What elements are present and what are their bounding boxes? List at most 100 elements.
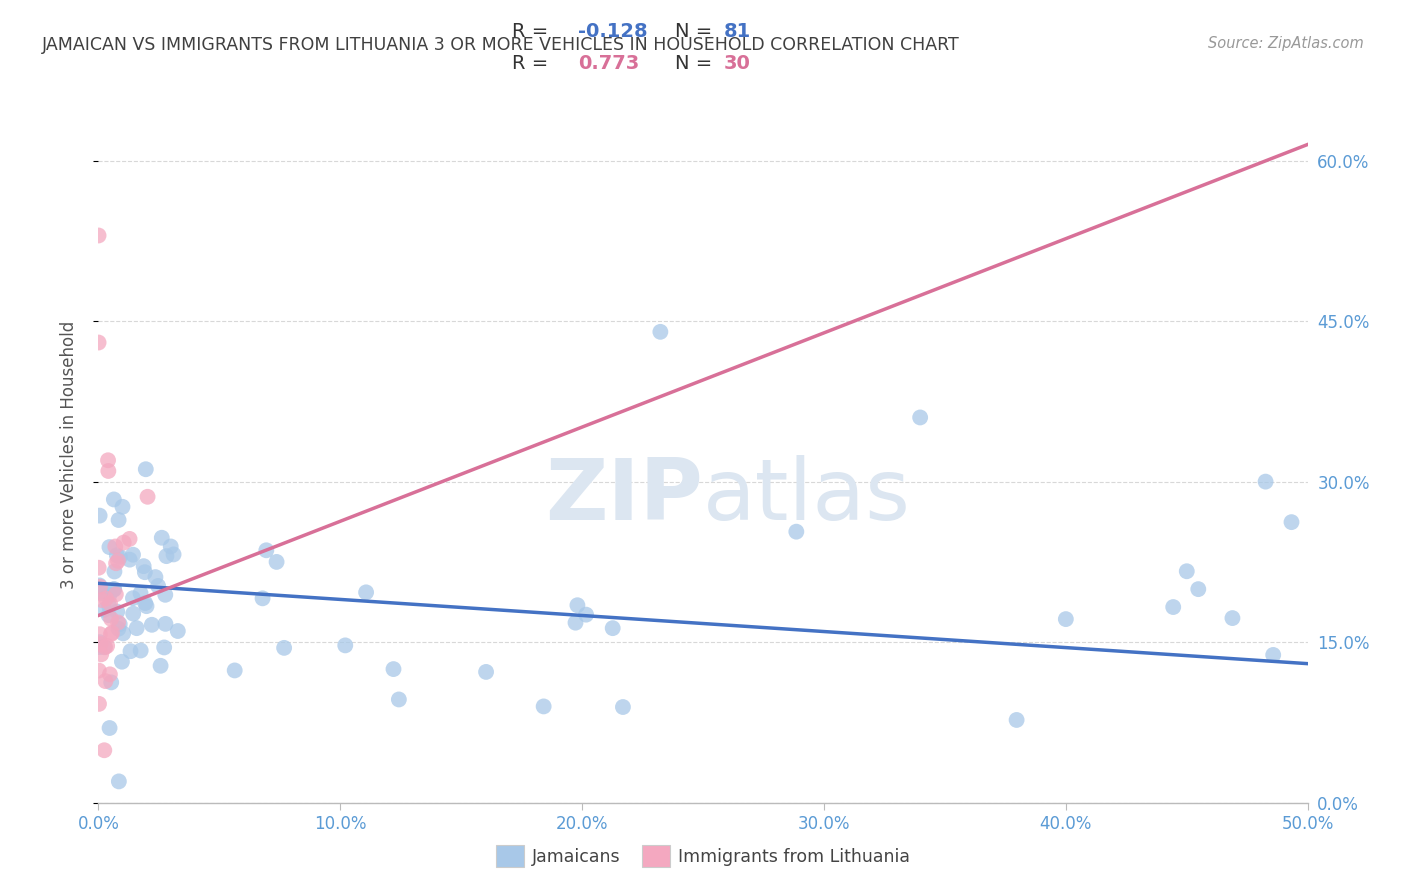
- Text: 0.773: 0.773: [578, 54, 640, 73]
- Point: [908, 410, 931, 425]
- Point: [136, 490, 159, 504]
- Point: [533, 699, 555, 714]
- Point: [107, 513, 129, 527]
- Point: [1254, 475, 1277, 489]
- Point: [145, 570, 167, 584]
- Text: -0.128: -0.128: [578, 22, 648, 41]
- Point: [135, 462, 157, 476]
- Point: [98, 721, 121, 735]
- Point: [90, 586, 112, 600]
- Point: [612, 700, 634, 714]
- Point: [122, 607, 145, 621]
- Point: [141, 617, 163, 632]
- Text: Source: ZipAtlas.com: Source: ZipAtlas.com: [1208, 36, 1364, 51]
- Point: [1175, 564, 1198, 578]
- Point: [93, 640, 115, 654]
- Point: [155, 588, 177, 602]
- Point: [254, 543, 277, 558]
- Text: 30: 30: [724, 54, 751, 73]
- Point: [96, 639, 118, 653]
- Point: [89, 578, 111, 592]
- Text: atlas: atlas: [703, 455, 911, 538]
- Point: [103, 492, 125, 507]
- Point: [122, 548, 145, 562]
- Point: [103, 582, 125, 597]
- Point: [135, 599, 157, 614]
- Text: R =: R =: [512, 54, 554, 73]
- Point: [98, 588, 121, 602]
- Point: [125, 621, 148, 635]
- Point: [567, 599, 589, 613]
- Point: [146, 579, 169, 593]
- Point: [89, 627, 111, 641]
- Point: [100, 612, 122, 626]
- Point: [266, 555, 288, 569]
- Point: [252, 591, 274, 606]
- Point: [155, 616, 177, 631]
- Point: [107, 622, 129, 636]
- Point: [98, 667, 121, 681]
- Point: [153, 640, 176, 655]
- Point: [89, 635, 111, 649]
- Y-axis label: 3 or more Vehicles in Household: 3 or more Vehicles in Household: [59, 321, 77, 589]
- Point: [98, 597, 121, 611]
- Text: R =: R =: [512, 22, 554, 41]
- Point: [134, 565, 156, 579]
- Point: [89, 640, 111, 654]
- Point: [103, 565, 125, 579]
- Point: [159, 540, 181, 554]
- Point: [105, 605, 128, 619]
- Point: [105, 549, 128, 563]
- Text: ZIP: ZIP: [546, 455, 703, 538]
- Point: [382, 662, 405, 676]
- Point: [93, 603, 115, 617]
- Point: [122, 591, 145, 606]
- Point: [87, 228, 110, 243]
- Point: [111, 500, 134, 514]
- Point: [1054, 612, 1077, 626]
- Point: [107, 554, 129, 568]
- Point: [111, 655, 134, 669]
- Point: [602, 621, 624, 635]
- Point: [108, 774, 131, 789]
- Point: [1005, 713, 1028, 727]
- Point: [388, 692, 411, 706]
- Point: [129, 586, 152, 600]
- Point: [134, 596, 156, 610]
- Point: [149, 658, 172, 673]
- Point: [162, 548, 184, 562]
- Point: [98, 599, 121, 613]
- Point: [94, 591, 117, 606]
- Text: N =: N =: [675, 54, 718, 73]
- Point: [575, 607, 598, 622]
- Point: [475, 665, 498, 679]
- Point: [112, 626, 135, 640]
- Point: [118, 532, 141, 546]
- Point: [89, 580, 111, 594]
- Point: [90, 584, 112, 599]
- Point: [354, 585, 377, 599]
- Text: N =: N =: [675, 22, 718, 41]
- Point: [120, 644, 142, 658]
- Point: [155, 549, 177, 563]
- Point: [650, 325, 672, 339]
- Point: [785, 524, 807, 539]
- Point: [1263, 648, 1285, 662]
- Point: [89, 508, 111, 523]
- Point: [100, 675, 122, 690]
- Point: [108, 549, 131, 564]
- Point: [564, 615, 586, 630]
- Point: [1281, 515, 1303, 529]
- Text: JAMAICAN VS IMMIGRANTS FROM LITHUANIA 3 OR MORE VEHICLES IN HOUSEHOLD CORRELATIO: JAMAICAN VS IMMIGRANTS FROM LITHUANIA 3 …: [42, 36, 960, 54]
- Point: [100, 627, 122, 641]
- Point: [103, 582, 125, 596]
- Point: [1222, 611, 1244, 625]
- Point: [104, 540, 127, 554]
- Point: [94, 674, 117, 689]
- Point: [1187, 582, 1209, 596]
- Point: [101, 625, 124, 640]
- Point: [90, 637, 112, 651]
- Point: [107, 615, 129, 630]
- Legend: Jamaicans, Immigrants from Lithuania: Jamaicans, Immigrants from Lithuania: [489, 838, 917, 874]
- Point: [87, 664, 110, 678]
